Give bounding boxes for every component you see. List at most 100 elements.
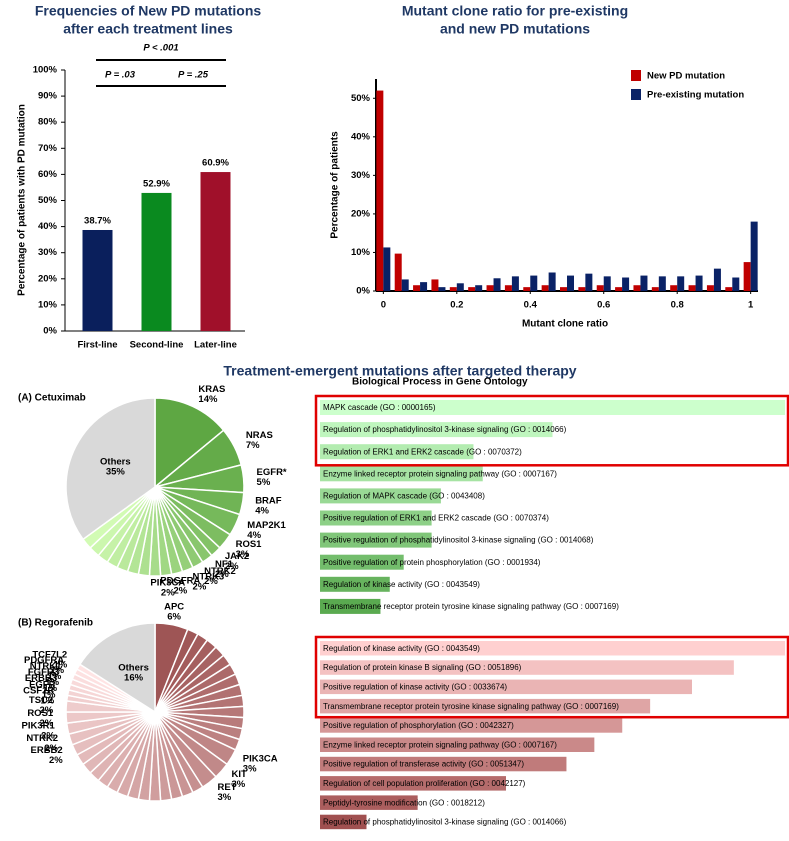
bar [320,660,734,675]
bar [320,641,785,656]
bar [383,247,391,291]
bar [706,285,714,291]
x-tick-label: 0.6 [597,300,610,311]
pie-slice [78,622,156,714]
bar [677,276,685,291]
significance-brackets [96,59,226,87]
bar [493,278,501,291]
bar-label: Peptidyl-tyrosine modification (GO : 001… [323,798,485,807]
bar [523,287,531,291]
data-label: 52.9% [143,178,170,189]
bar [750,221,758,291]
pie-title: (A) Cetuximab [18,393,86,404]
bar [486,285,494,291]
bar [438,287,446,291]
legend-label: New PD mutation [647,71,725,82]
bar [320,718,623,733]
y-tick-label: 90% [38,91,58,102]
slice-label: NTRK2 [26,733,58,744]
slice-value-label: 7% [246,440,260,451]
bar [732,277,740,291]
slice-value-label: 5% [257,477,271,488]
bar [743,262,751,291]
legend-swatch [631,89,641,100]
bar [320,795,418,810]
bar [725,287,733,291]
bar [560,287,567,291]
legend-label: Pre-existing mutation [647,90,744,101]
bar-label: Positive regulation of phosphatidylinosi… [323,536,594,545]
x-tick-label: 0.8 [671,300,684,311]
slice-value-label: 1% [42,689,56,700]
x-axis-label: Mutant clone ratio [522,319,608,330]
y-axis-label: Percentage of patients with PD mutation [17,104,28,296]
slice-label: TSC2 [29,695,53,706]
bar-label: Positive regulation of protein phosphory… [323,558,541,567]
bar [320,422,553,438]
bar [633,285,641,291]
bar [688,285,696,291]
bar [456,283,464,291]
slice-value-label: 3% [232,779,246,790]
y-axis-label: Percentage of patients [330,131,341,239]
chart-title: Biological Process in Gene Ontology [352,377,528,388]
bar [695,275,703,291]
x-tick-label: Second-line [130,340,184,351]
highlight-box [314,394,789,467]
bar-label: Regulation of ERK1 and ERK2 cascade (GO … [323,447,522,456]
slice-label: MAP2K1 [247,520,286,531]
bar [658,276,666,291]
bar [651,287,659,291]
data-label: 60.9% [202,158,229,169]
slice-value-label: 3% [236,549,250,560]
slice-label: PIK3CA [150,578,185,589]
slice-value-label: 2% [193,581,207,592]
slice-value-label: 1% [43,683,57,694]
slice-label: FGFR3 [28,667,59,678]
bar-label: Regulation of kinase activity (GO : 0043… [323,580,480,589]
slice-label: Others [118,663,149,674]
slice-value-label: 2% [39,718,53,729]
bar-label: Regulation of cell population proliferat… [323,779,526,788]
bar-label: Transmembrane receptor protein tyrosine … [323,702,619,711]
slice-value-label: 2% [225,561,239,572]
pie-slice [65,397,156,541]
y-tick-label: 100% [33,65,58,76]
slice-value-label: 6% [167,611,181,622]
bar-label: Regulation of phosphatidylinositol 3-kin… [323,425,567,434]
bar [420,282,428,291]
slice-label: PDGFRA [24,655,64,666]
pie-title: (B) Regorafenib [18,618,93,629]
bar [475,285,483,291]
highlight-box [314,635,789,719]
chart-title: Frequencies of New PD mutations [35,3,262,19]
bar [320,444,474,460]
x-tick-label: Later-line [194,340,237,351]
slice-label: NTRK3 [193,571,225,582]
bar [603,276,611,291]
slice-label: NF1 [215,559,234,570]
bar [449,287,457,291]
y-tick-label: 0% [356,286,370,297]
slice-value-label: 2% [39,705,53,716]
slice-value-label: 2% [49,755,63,766]
chart-title: after each treatment lines [63,21,233,37]
bar [622,277,630,291]
annotation: P < .001 [143,43,178,54]
bar [548,272,556,291]
section-title: Treatment-emergent mutations after targe… [223,363,576,379]
y-tick-label: 50% [38,195,58,206]
bar-label: Regulation of protein kinase B signaling… [323,663,522,672]
bar [320,576,390,592]
slice-value-label: 4% [255,506,269,517]
x-tick-label: 1 [748,300,754,311]
bar-label: Regulation of phosphatidylinositol 3-kin… [323,818,567,827]
bar [394,253,402,291]
slice-value-label: 14% [198,394,218,405]
slice-label: ERBB2 [31,745,63,756]
bar [670,285,678,291]
slice-value-label: 2% [44,743,58,754]
bar [511,276,519,291]
bar [320,776,506,791]
